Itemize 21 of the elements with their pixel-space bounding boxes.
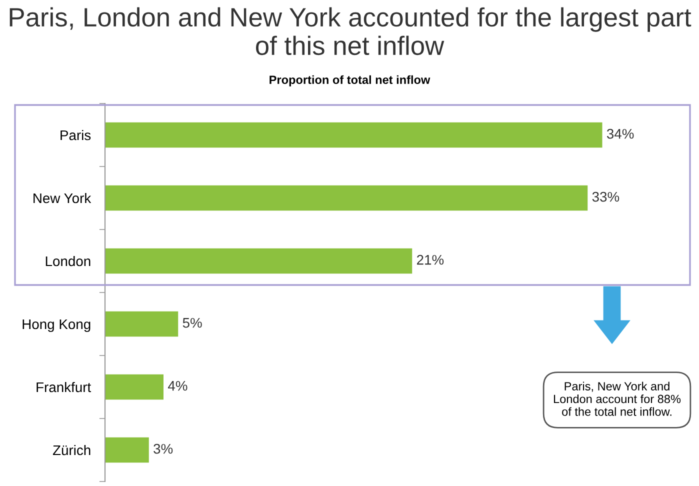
data-label: 33% <box>592 192 620 202</box>
bar <box>105 248 412 274</box>
chart-subtitle: Proportion of total net inflow <box>270 75 430 86</box>
data-label: 4% <box>168 380 188 391</box>
chart-title: Paris, London and New York accounted for the largest part of this net inflow <box>10 7 692 56</box>
bar <box>105 122 602 148</box>
data-label: 3% <box>154 444 173 454</box>
bar <box>105 185 588 211</box>
y-tick-label: Zürich <box>52 444 90 456</box>
y-tick-label: Hong Kong <box>22 319 90 332</box>
annotation: Paris, New York and London account for 88% of the total net inflow. <box>554 382 681 416</box>
bar <box>105 374 164 400</box>
y-tick-label: Paris <box>60 130 91 140</box>
y-tick-label: London <box>46 256 90 266</box>
data-label: 34% <box>606 128 634 139</box>
bar <box>105 311 178 337</box>
data-label: 5% <box>182 318 202 328</box>
y-tick-label: New York <box>34 192 92 204</box>
bar <box>105 437 149 463</box>
data-label: 21% <box>416 254 444 265</box>
y-tick-label: Frankfurt <box>36 382 92 392</box>
